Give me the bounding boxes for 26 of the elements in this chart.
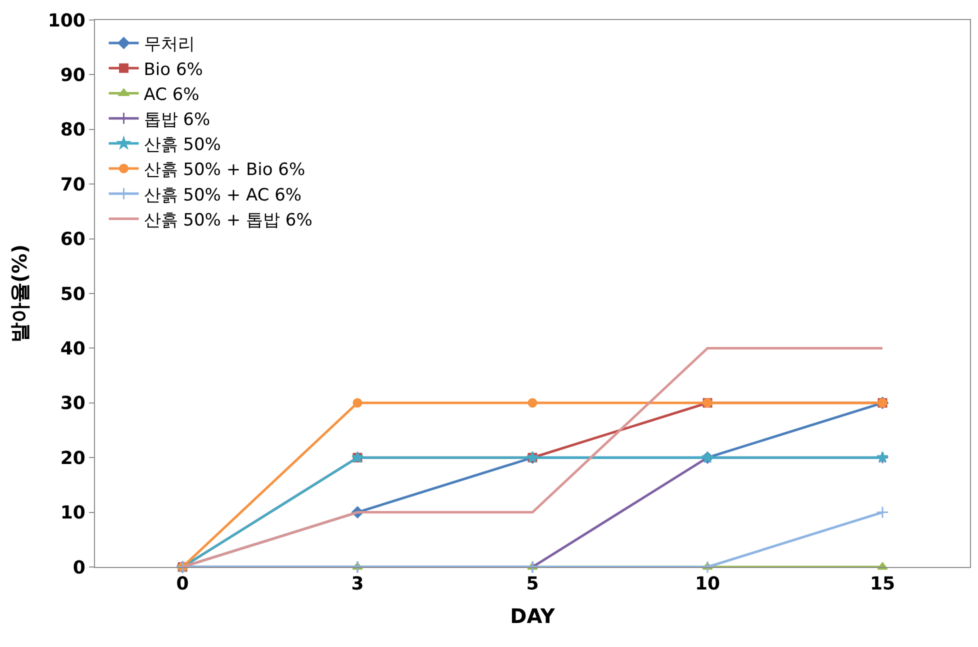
y-tick-label: 20 [60,448,86,469]
y-tick-label: 100 [48,10,86,32]
y-tick-label: 60 [60,229,86,250]
y-tick-label: 10 [60,502,86,524]
y-tick-label: 90 [60,65,86,86]
x-axis-title: DAY [510,604,556,628]
legend-label: 산흙 50% + AC 6% [144,185,302,206]
x-tick-label: 0 [176,574,189,595]
legend-label: 산흙 50% + Bio 6% [144,160,306,180]
y-tick-label: 0 [72,557,86,578]
x-tick-label: 3 [351,574,364,595]
y-tick-label: 30 [60,393,86,414]
y-tick-label: 50 [60,284,86,305]
legend-label: Bio 6% [144,60,203,80]
y-tick-label: 80 [60,120,86,141]
x-tick-label: 10 [694,574,720,595]
legend-label: 산흙 50% [144,135,221,156]
y-axis-title: 발아율(%) [7,244,32,343]
legend-label: AC 6% [144,84,200,105]
legend-label: 톱밥 6% [144,110,210,130]
y-tick-label: 40 [60,338,86,360]
legend-label: 무처리 [144,34,195,55]
legend-label: 산흙 50% + 톱밥 6% [144,210,312,230]
x-tick-label: 15 [870,574,896,595]
y-tick-label: 70 [60,174,86,196]
x-tick-label: 5 [526,574,539,595]
